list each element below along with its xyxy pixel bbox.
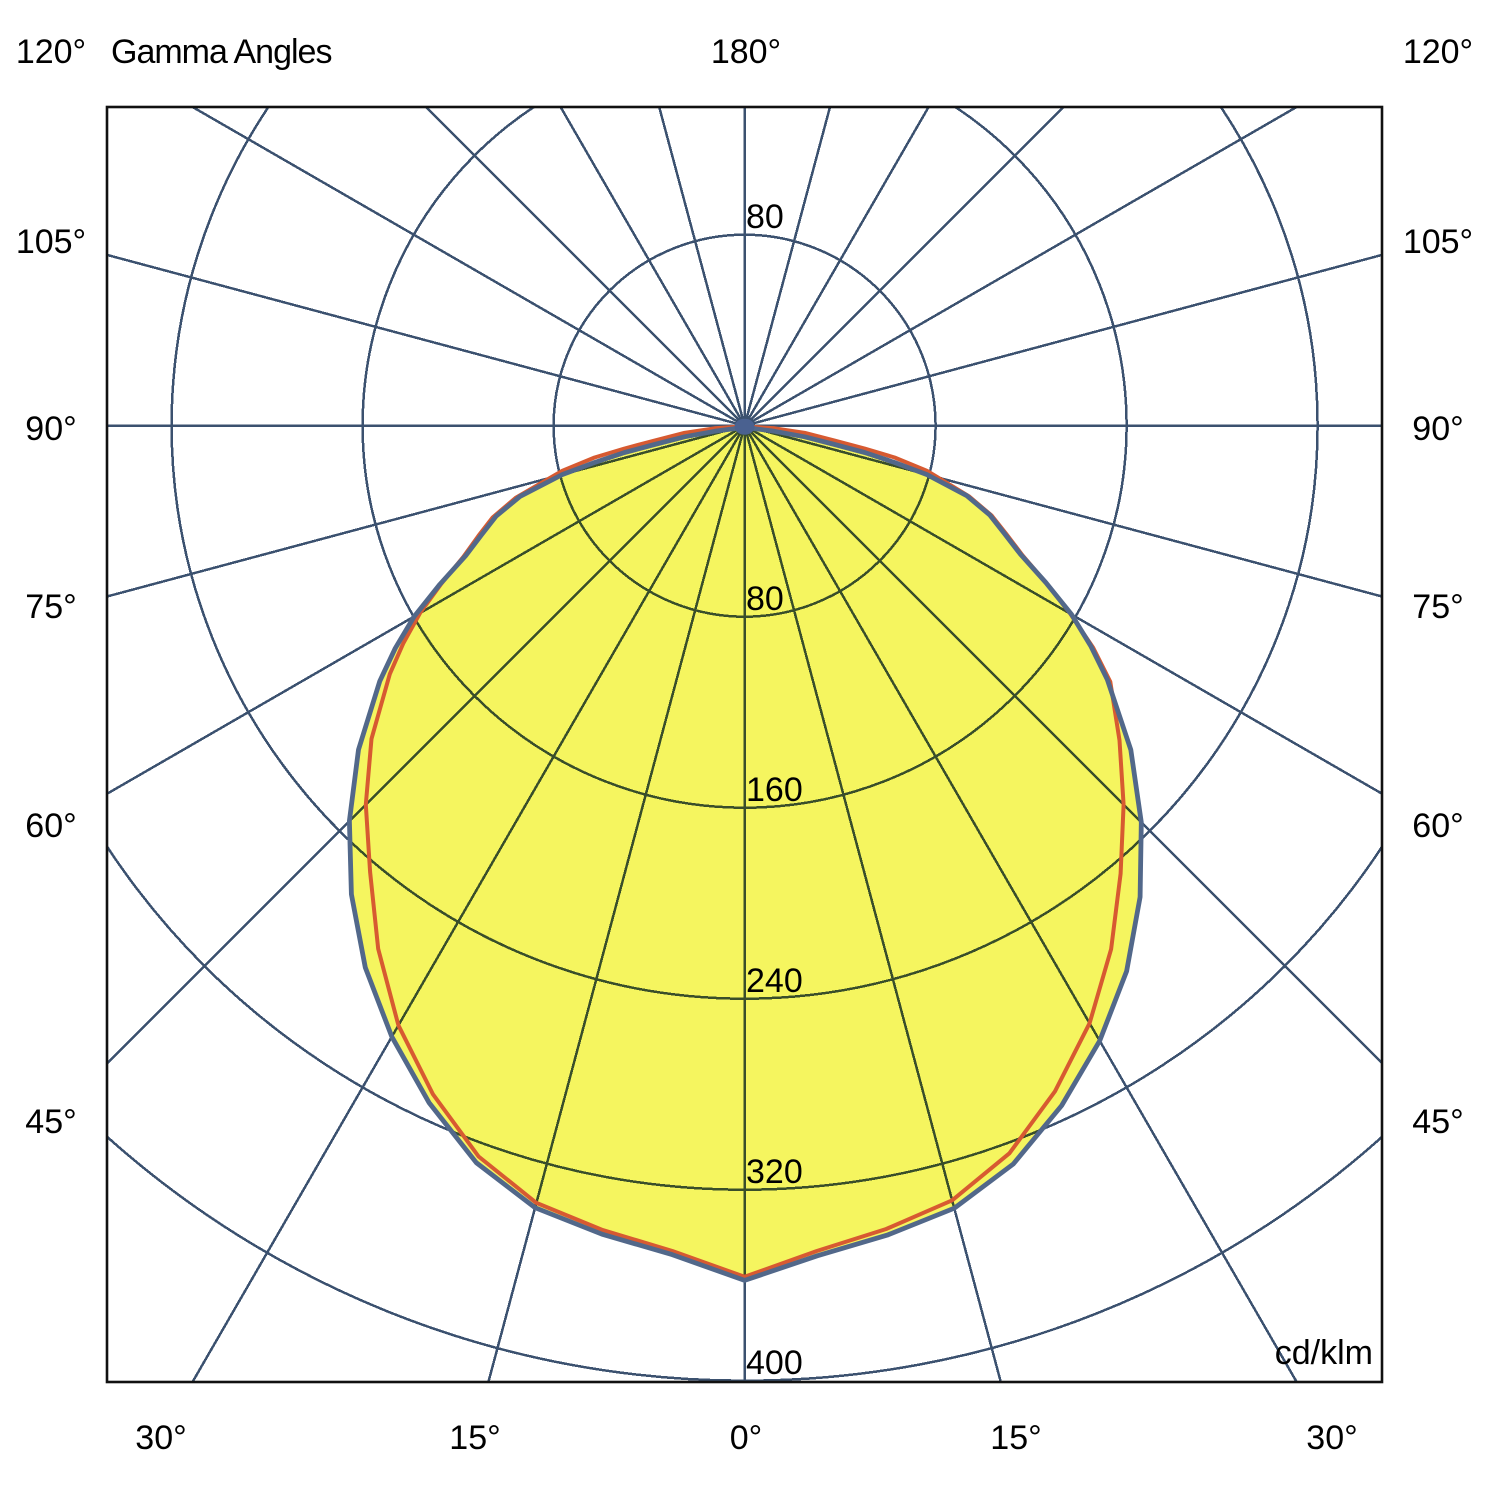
svg-text:45°: 45° bbox=[25, 1103, 76, 1141]
svg-text:15°: 15° bbox=[990, 1419, 1041, 1457]
svg-text:cd/klm: cd/klm bbox=[1275, 1334, 1373, 1372]
svg-text:105°: 105° bbox=[16, 223, 86, 261]
svg-text:75°: 75° bbox=[25, 588, 76, 626]
svg-text:0°: 0° bbox=[730, 1419, 763, 1457]
svg-text:80: 80 bbox=[746, 580, 784, 618]
svg-text:105°: 105° bbox=[1403, 223, 1473, 261]
svg-text:80: 80 bbox=[746, 198, 784, 236]
svg-text:30°: 30° bbox=[1306, 1419, 1357, 1457]
svg-text:180°: 180° bbox=[711, 33, 781, 71]
svg-text:320: 320 bbox=[746, 1153, 803, 1191]
svg-text:120°: 120° bbox=[1403, 33, 1473, 71]
svg-text:90°: 90° bbox=[1412, 410, 1463, 448]
svg-text:30°: 30° bbox=[135, 1419, 186, 1457]
svg-text:160: 160 bbox=[746, 771, 803, 809]
svg-text:60°: 60° bbox=[1412, 807, 1463, 845]
svg-text:60°: 60° bbox=[25, 807, 76, 845]
svg-text:400: 400 bbox=[746, 1344, 803, 1382]
svg-text:15°: 15° bbox=[449, 1419, 500, 1457]
svg-text:45°: 45° bbox=[1412, 1103, 1463, 1141]
svg-text:90°: 90° bbox=[25, 410, 76, 448]
svg-text:75°: 75° bbox=[1412, 588, 1463, 626]
svg-text:Gamma Angles: Gamma Angles bbox=[111, 33, 331, 71]
svg-text:120°: 120° bbox=[16, 33, 86, 71]
svg-text:240: 240 bbox=[746, 962, 803, 1000]
